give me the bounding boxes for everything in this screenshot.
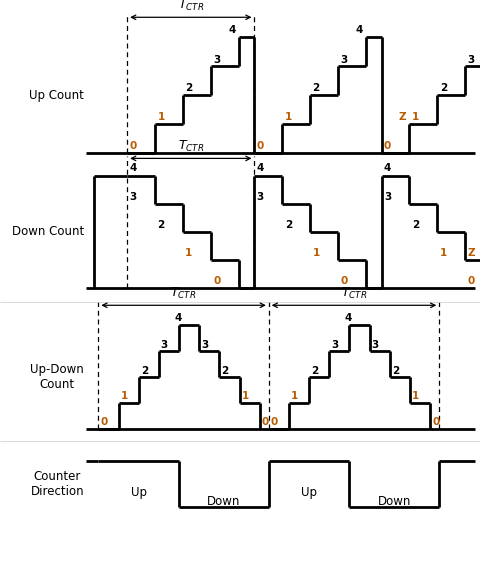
- Text: $T_{CTR}$: $T_{CTR}$: [341, 286, 367, 301]
- Text: Down Count: Down Count: [12, 225, 84, 238]
- Text: 1: 1: [120, 392, 128, 401]
- Text: 0: 0: [257, 141, 264, 151]
- Text: 3: 3: [257, 192, 264, 202]
- Text: 2: 2: [392, 366, 399, 376]
- Text: Up: Up: [301, 486, 317, 499]
- Text: 4: 4: [345, 313, 352, 323]
- Text: 3: 3: [130, 192, 137, 202]
- Text: 3: 3: [201, 340, 208, 350]
- Text: Z: Z: [399, 112, 407, 122]
- Text: 3: 3: [468, 55, 475, 65]
- Text: 3: 3: [372, 340, 379, 350]
- Text: Up-Down
Count: Up-Down Count: [30, 363, 84, 391]
- Text: 3: 3: [161, 340, 168, 350]
- Text: 2: 2: [141, 366, 148, 376]
- Text: 2: 2: [185, 84, 192, 93]
- Text: 1: 1: [312, 248, 320, 258]
- Text: 2: 2: [412, 220, 419, 230]
- Text: 1: 1: [185, 248, 192, 258]
- Text: 0: 0: [340, 276, 348, 286]
- Text: 0: 0: [100, 418, 108, 427]
- Text: 1: 1: [285, 112, 292, 122]
- Text: 1: 1: [291, 392, 298, 401]
- Text: Down: Down: [378, 495, 411, 507]
- Text: 4: 4: [174, 313, 182, 323]
- Text: 3: 3: [213, 55, 220, 65]
- Text: 4: 4: [356, 25, 363, 35]
- Text: $T_{CTR}$: $T_{CTR}$: [178, 139, 204, 154]
- Text: 0: 0: [213, 276, 220, 286]
- Text: 2: 2: [157, 220, 165, 230]
- Text: 4: 4: [229, 25, 236, 35]
- Text: 3: 3: [331, 340, 338, 350]
- Text: 1: 1: [440, 248, 447, 258]
- Text: Down: Down: [207, 495, 240, 507]
- Text: $T_{CTR}$: $T_{CTR}$: [170, 286, 197, 301]
- Text: 2: 2: [285, 220, 292, 230]
- Text: 2: 2: [221, 366, 228, 376]
- Text: 3: 3: [340, 55, 348, 65]
- Text: 2: 2: [312, 84, 320, 93]
- Text: 2: 2: [440, 84, 447, 93]
- Text: 0: 0: [468, 276, 475, 286]
- Text: 0: 0: [262, 418, 269, 427]
- Text: Up: Up: [131, 486, 147, 499]
- Text: 4: 4: [384, 164, 391, 173]
- Text: 0: 0: [130, 141, 137, 151]
- Text: 0: 0: [432, 418, 439, 427]
- Text: 4: 4: [129, 164, 136, 173]
- Text: Counter
Direction: Counter Direction: [30, 470, 84, 498]
- Text: Up Count: Up Count: [29, 89, 84, 101]
- Text: 4: 4: [256, 164, 264, 173]
- Text: 2: 2: [311, 366, 318, 376]
- Text: 0: 0: [271, 418, 278, 427]
- Text: 1: 1: [412, 392, 419, 401]
- Text: Z: Z: [468, 248, 475, 258]
- Text: $T_{CTR}$: $T_{CTR}$: [178, 0, 204, 13]
- Text: 1: 1: [241, 392, 249, 401]
- Text: 1: 1: [157, 112, 165, 122]
- Text: 3: 3: [384, 192, 391, 202]
- Text: 0: 0: [384, 141, 391, 151]
- Text: 1: 1: [412, 112, 419, 122]
